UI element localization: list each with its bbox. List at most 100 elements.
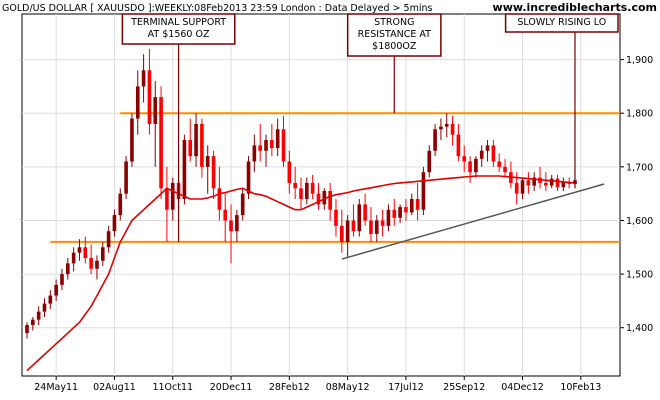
candle-body <box>520 180 525 194</box>
candle-body <box>83 247 88 259</box>
candle-body <box>240 193 245 216</box>
candle-body <box>275 129 280 149</box>
gridlines <box>22 14 620 376</box>
candle-body <box>258 145 262 151</box>
candle-body <box>555 178 560 188</box>
candle-body <box>409 199 414 213</box>
candle-body <box>194 123 198 157</box>
candle-body <box>392 209 397 218</box>
x-tick-label: 10Feb13 <box>560 382 601 393</box>
x-tick-label: 11Oct11 <box>152 382 193 393</box>
candle-body <box>503 166 507 173</box>
candle-body <box>334 209 338 226</box>
candle-body <box>544 182 548 186</box>
candle-body <box>153 97 158 124</box>
annotation-box <box>504 13 619 33</box>
site-watermark: www.incrediblecharts.com <box>493 1 657 14</box>
candle-body <box>374 220 379 234</box>
candle-body <box>106 231 111 248</box>
candle-body <box>135 86 140 119</box>
candle-body <box>526 180 531 186</box>
annotation-text: RESISTANCE AT <box>358 29 432 40</box>
candle-body <box>328 190 332 210</box>
x-tick-label: 24May11 <box>34 382 78 393</box>
candle-body <box>549 178 554 186</box>
candle-body <box>421 172 426 210</box>
y-tick-label: 1,500 <box>626 270 653 281</box>
candle-body <box>130 118 134 162</box>
annotation-group: SLOWLY RISING LO <box>504 13 619 189</box>
candle-body <box>77 247 82 253</box>
candle-body <box>95 260 99 269</box>
x-tick-label: 08May12 <box>326 382 370 393</box>
candle-body <box>351 220 356 232</box>
candle-body <box>398 207 402 218</box>
candle-body <box>363 204 367 221</box>
candle-body <box>112 215 117 232</box>
candle-body <box>124 161 128 194</box>
candle-body <box>468 161 472 173</box>
candle-body <box>456 134 461 157</box>
candle-body <box>223 209 228 221</box>
annotation-text: STRONG <box>374 17 414 28</box>
candle-body <box>433 129 437 151</box>
candle-body <box>485 145 490 151</box>
y-tick-label: 1,600 <box>626 216 653 227</box>
candle-body <box>165 188 169 210</box>
candle-body <box>25 325 29 334</box>
candle-body <box>281 129 286 162</box>
candle-body <box>31 319 35 326</box>
candle-body <box>60 274 64 285</box>
candle-body <box>340 225 344 242</box>
annotation-box <box>346 13 442 57</box>
y-tick-label: 1,700 <box>626 162 653 173</box>
plot-frame <box>21 13 621 377</box>
candle-body <box>100 247 105 261</box>
horizontal-levels <box>50 112 620 243</box>
moving-average-line <box>26 175 576 372</box>
annotation-text: $1800OZ <box>372 41 417 52</box>
candle-body <box>54 284 58 296</box>
candle-body <box>252 145 257 162</box>
candle-body <box>532 177 536 186</box>
candle-body <box>36 311 41 320</box>
x-tick-label: 17Jul12 <box>388 382 424 393</box>
candle-body <box>305 182 309 200</box>
candle-body <box>200 123 204 167</box>
y-tick-label: 1,400 <box>626 323 653 334</box>
rising-lows-trendline <box>341 183 605 260</box>
candle-body <box>561 181 566 188</box>
candle-body <box>316 193 321 205</box>
candle-body <box>450 123 455 135</box>
y-tick-label: 1,800 <box>626 109 653 120</box>
annotation-text: TERMINAL SUPPORT <box>130 17 226 28</box>
x-tick-label: 28Feb12 <box>269 382 310 393</box>
candle-body <box>229 220 233 232</box>
x-tick-label: 20Dec11 <box>210 382 253 393</box>
candle-body <box>462 156 467 162</box>
candle-body <box>322 190 327 205</box>
candle-body <box>404 207 408 213</box>
y-axis-ticks: 1,400 1,500 1,600 1,700 1,800 1,900 <box>620 55 653 334</box>
candle-body <box>170 182 175 210</box>
chart-title: GOLD/US DOLLAR [ XAUUSDO ]:WEEKLY:08Feb2… <box>2 3 433 14</box>
x-tick-label: 25Sep12 <box>443 382 485 393</box>
candle-body <box>444 123 449 127</box>
y-tick-label: 1,900 <box>626 55 653 66</box>
x-tick-label: 04Dec12 <box>501 382 544 393</box>
candle-body <box>415 199 420 210</box>
candle-body <box>235 215 239 232</box>
candle-body <box>497 161 502 167</box>
candle-body <box>310 182 315 194</box>
candle-body <box>479 150 484 159</box>
candle-body <box>474 158 478 173</box>
annotation-text: SLOWLY RISING LO <box>517 17 606 28</box>
candle-body <box>386 209 391 226</box>
candle-body <box>514 182 519 194</box>
candle-body <box>159 97 163 189</box>
candle-body <box>118 193 123 216</box>
